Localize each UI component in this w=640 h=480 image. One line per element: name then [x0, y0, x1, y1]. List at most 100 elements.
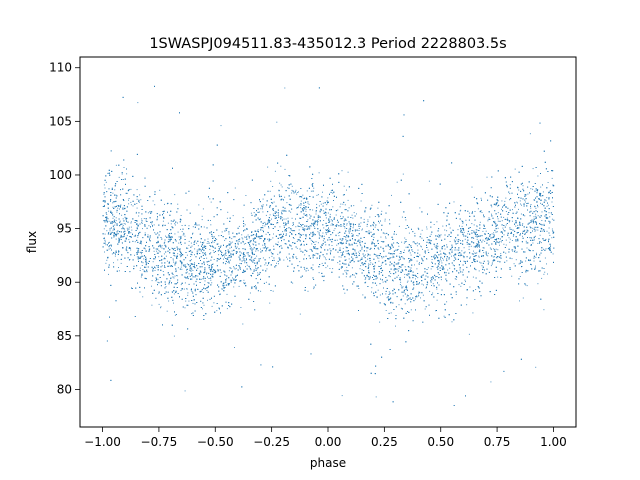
data-point [536, 200, 538, 202]
data-point [501, 200, 503, 202]
data-point [515, 251, 517, 253]
data-point [551, 218, 553, 220]
data-point [339, 263, 341, 265]
data-point [136, 189, 138, 191]
data-point [347, 235, 349, 237]
data-point [162, 271, 164, 272]
data-point [499, 241, 501, 242]
data-point [141, 241, 142, 243]
data-point [360, 265, 362, 267]
data-point [191, 313, 193, 315]
data-point [196, 251, 198, 253]
data-point [243, 254, 245, 255]
data-point [146, 262, 148, 263]
data-point [420, 245, 422, 247]
data-point [130, 188, 132, 190]
data-point [359, 260, 361, 262]
data-point [510, 228, 512, 230]
data-point [322, 202, 324, 204]
data-point [351, 233, 353, 234]
data-point [497, 249, 499, 251]
data-point [427, 267, 429, 269]
data-point [509, 241, 511, 243]
data-point [278, 263, 279, 265]
data-point [177, 203, 179, 205]
data-point [481, 265, 483, 267]
data-point [243, 243, 245, 245]
data-point [532, 242, 534, 244]
data-point [397, 262, 399, 264]
data-point [291, 189, 293, 191]
data-point [329, 268, 331, 269]
data-point [522, 198, 524, 200]
data-point [128, 203, 130, 205]
data-point [141, 265, 143, 266]
data-point [321, 262, 323, 264]
data-point [476, 225, 478, 227]
data-point [367, 255, 368, 257]
data-point [287, 221, 289, 223]
data-point [204, 280, 206, 282]
data-point [200, 249, 202, 250]
data-point [352, 227, 354, 229]
data-point [339, 206, 341, 208]
data-point [126, 173, 128, 175]
data-point [202, 308, 203, 310]
data-point [505, 239, 507, 241]
data-point [304, 267, 306, 269]
data-point [104, 239, 106, 241]
data-point [174, 194, 176, 196]
data-point [286, 256, 287, 258]
data-point [493, 235, 495, 237]
data-point [296, 247, 298, 249]
data-point [317, 218, 319, 220]
data-point [345, 276, 347, 278]
data-point [511, 275, 513, 277]
data-point [186, 254, 188, 256]
data-point [184, 307, 186, 309]
data-point [496, 231, 498, 233]
data-point [501, 208, 502, 210]
data-point [250, 235, 252, 237]
data-point [194, 290, 196, 292]
data-point [247, 254, 249, 256]
data-point [113, 252, 115, 254]
data-point [262, 205, 264, 207]
data-point [217, 269, 219, 271]
data-point [425, 287, 427, 289]
data-point [119, 222, 120, 224]
data-point [505, 211, 507, 212]
data-point [430, 268, 432, 270]
data-point [109, 247, 111, 249]
data-point [267, 247, 269, 249]
data-point [281, 212, 282, 214]
data-point [213, 241, 215, 243]
data-point [503, 205, 504, 207]
data-point [444, 248, 446, 250]
data-point [364, 278, 366, 280]
data-point [116, 232, 118, 234]
data-point [350, 275, 352, 277]
data-point [432, 283, 434, 285]
data-point [513, 263, 515, 265]
data-point [232, 277, 233, 279]
data-point [461, 220, 463, 222]
data-point [260, 290, 262, 292]
data-point [345, 239, 347, 241]
data-point [461, 254, 463, 256]
data-point [320, 203, 322, 205]
data-point [166, 310, 168, 312]
data-point [277, 253, 279, 255]
data-point [445, 254, 447, 256]
data-point [118, 251, 120, 253]
data-point [227, 211, 229, 213]
data-point [420, 233, 422, 235]
data-point [158, 256, 160, 258]
data-point [354, 276, 356, 278]
data-point [287, 258, 288, 260]
data-point [264, 238, 266, 240]
data-point [264, 221, 266, 223]
data-point [192, 232, 194, 234]
data-point [325, 244, 327, 246]
data-point [542, 191, 544, 193]
